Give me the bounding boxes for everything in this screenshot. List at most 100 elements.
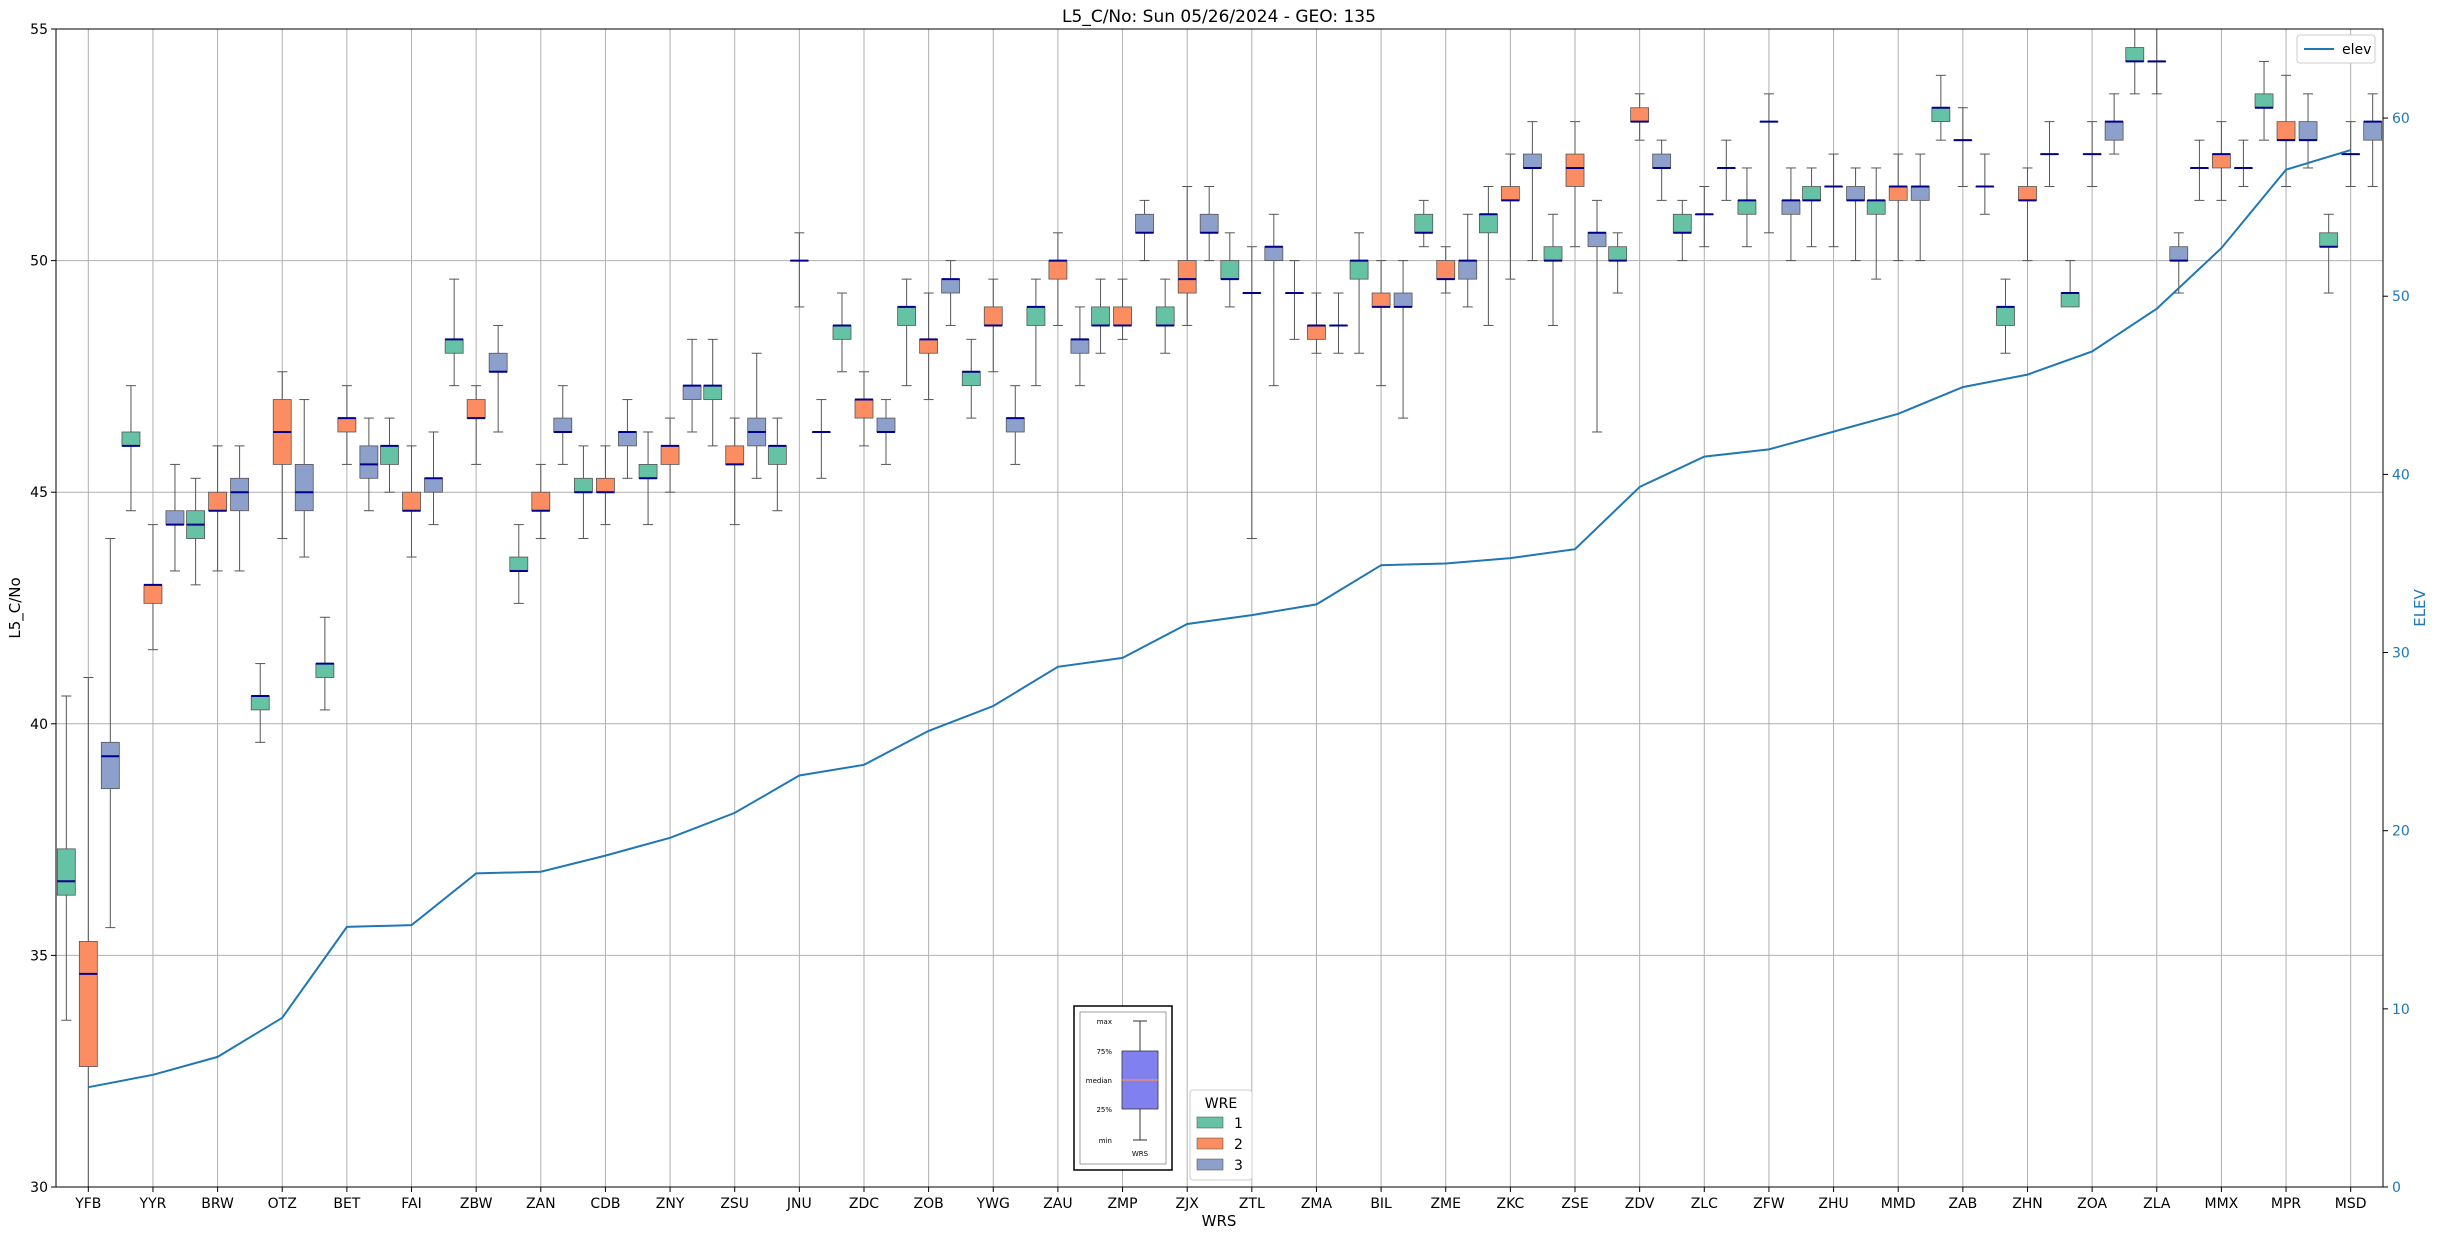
y-tick-label: 50 [30, 254, 48, 270]
box-body [1910, 186, 1930, 201]
box-key-min-label: min [1099, 1137, 1112, 1145]
box-JNU-wre-1 [767, 417, 787, 512]
box-key-xlabel: WRS [1132, 1150, 1149, 1158]
box-FAI-wre-1 [380, 417, 399, 493]
box-body [488, 352, 508, 373]
box-ZOB-wre-1 [897, 278, 917, 387]
grid [56, 28, 2383, 1188]
box-body [1781, 199, 1801, 215]
box-ZBW-wre-1 [444, 278, 464, 387]
wre-legend-label-1: 1 [1234, 1116, 1243, 1132]
y-axis-label: L5_C/No [6, 577, 25, 638]
box-body [531, 491, 551, 512]
box-ZJX-wre-2 [1177, 185, 1197, 326]
y2-tick-label: 60 [2392, 111, 2410, 127]
box-ZJX-wre-3 [1199, 185, 1219, 262]
x-tick-label: ZOA [2077, 1196, 2107, 1212]
box-body [961, 371, 981, 387]
box-body [919, 338, 939, 354]
box-MMD-wre-2 [1888, 153, 1908, 262]
box-body [832, 325, 852, 340]
box-body [1135, 213, 1154, 234]
box-BET-wre-1 [315, 616, 335, 711]
box-MSD-wre-2 [2341, 121, 2361, 187]
box-ZAB-wre-2 [1953, 107, 1973, 187]
wre-legend-title: WRE [1205, 1096, 1237, 1112]
box-ZOA-wre-1 [2060, 260, 2080, 308]
x-tick-label: ZBW [460, 1196, 493, 1212]
box-ZDC-wre-2 [854, 371, 874, 447]
box-body [1565, 153, 1585, 187]
box-body [1866, 199, 1886, 215]
box-YFB-wre-2 [78, 676, 98, 1188]
box-body [337, 417, 357, 433]
box-ZHN-wre-3 [2040, 121, 2059, 187]
box-ZMP-wre-3 [1135, 199, 1154, 262]
box-BRW-wre-1 [186, 477, 205, 586]
box-body [725, 445, 745, 465]
wre-legend: WRE 1 2 3 [1189, 1089, 1253, 1181]
box-ZSU-wre-2 [725, 417, 745, 526]
box-ZHU-wre-3 [1846, 167, 1865, 262]
box-body [444, 338, 464, 354]
wre-legend-swatch-1 [1196, 1116, 1224, 1129]
box-body [1587, 232, 1607, 248]
box-body [56, 848, 76, 896]
box-body [2276, 121, 2296, 141]
y-tick-label: 40 [30, 717, 48, 733]
box-ZOA-wre-3 [2104, 93, 2124, 155]
box-body [618, 431, 637, 447]
box-body [2254, 93, 2274, 109]
box-ZAN-wre-2 [531, 463, 551, 540]
box-body [165, 510, 185, 526]
box-body [143, 584, 163, 604]
x-tick-label: YYR [139, 1196, 167, 1212]
box-body [1220, 260, 1240, 280]
box-ZME-wre-1 [1414, 199, 1434, 248]
box-body [854, 399, 874, 419]
box-body [1608, 246, 1628, 261]
box-body [941, 278, 961, 294]
x-tick-label: ZOB [914, 1196, 944, 1212]
box-ZKC-wre-2 [1500, 153, 1520, 280]
y-tick-label: 45 [30, 485, 48, 501]
box-ZAB-wre-3 [1975, 153, 1995, 215]
y2-tick-label: 50 [2392, 289, 2410, 305]
x-tick-label: BET [333, 1196, 360, 1212]
box-body [2169, 246, 2189, 261]
box-body [230, 477, 249, 512]
box-MPR-wre-1 [2254, 60, 2274, 141]
y-tick-label: 35 [30, 948, 48, 964]
box-ZSE-wre-1 [1543, 213, 1563, 326]
x-tick-label: ZNY [656, 1196, 685, 1212]
box-body [1349, 260, 1369, 280]
x-tick-label: FAI [401, 1196, 421, 1212]
chart-title: L5_C/No: Sun 05/26/2024 - GEO: 135 [1062, 7, 1376, 27]
box-body [1888, 186, 1908, 201]
box-ZDC-wre-1 [832, 292, 852, 373]
box-ZAU-wre-3 [1070, 306, 1090, 387]
x-tick-label: ZAN [526, 1196, 556, 1212]
box-ZSU-wre-1 [703, 338, 723, 447]
wre-legend-label-2: 2 [1234, 1137, 1243, 1153]
x-tick-label: ZJX [1176, 1196, 1200, 1212]
box-MMX-wre-1 [2190, 139, 2209, 201]
box-body [2298, 121, 2318, 141]
box-ZDV-wre-1 [1608, 232, 1628, 294]
x-tick-label: ZHN [2012, 1196, 2043, 1212]
box-ZOB-wre-2 [919, 292, 939, 401]
box-body [208, 491, 227, 512]
box-YYR-wre-2 [143, 524, 163, 651]
box-body [359, 445, 379, 479]
box-ZBW-wre-2 [466, 385, 486, 465]
box-body [660, 445, 680, 465]
box-body [1737, 199, 1757, 215]
box-ZMP-wre-1 [1091, 278, 1110, 354]
plot-frame [55, 28, 2384, 1188]
elev-legend-label: elev [2342, 42, 2371, 58]
wre-legend-frame [1189, 1089, 1253, 1181]
x-tick-label: ZHU [1818, 1196, 1848, 1212]
box-ZTL-wre-2 [1242, 246, 1262, 540]
box-OTZ-wre-1 [250, 663, 270, 743]
box-ZAN-wre-3 [553, 385, 573, 465]
